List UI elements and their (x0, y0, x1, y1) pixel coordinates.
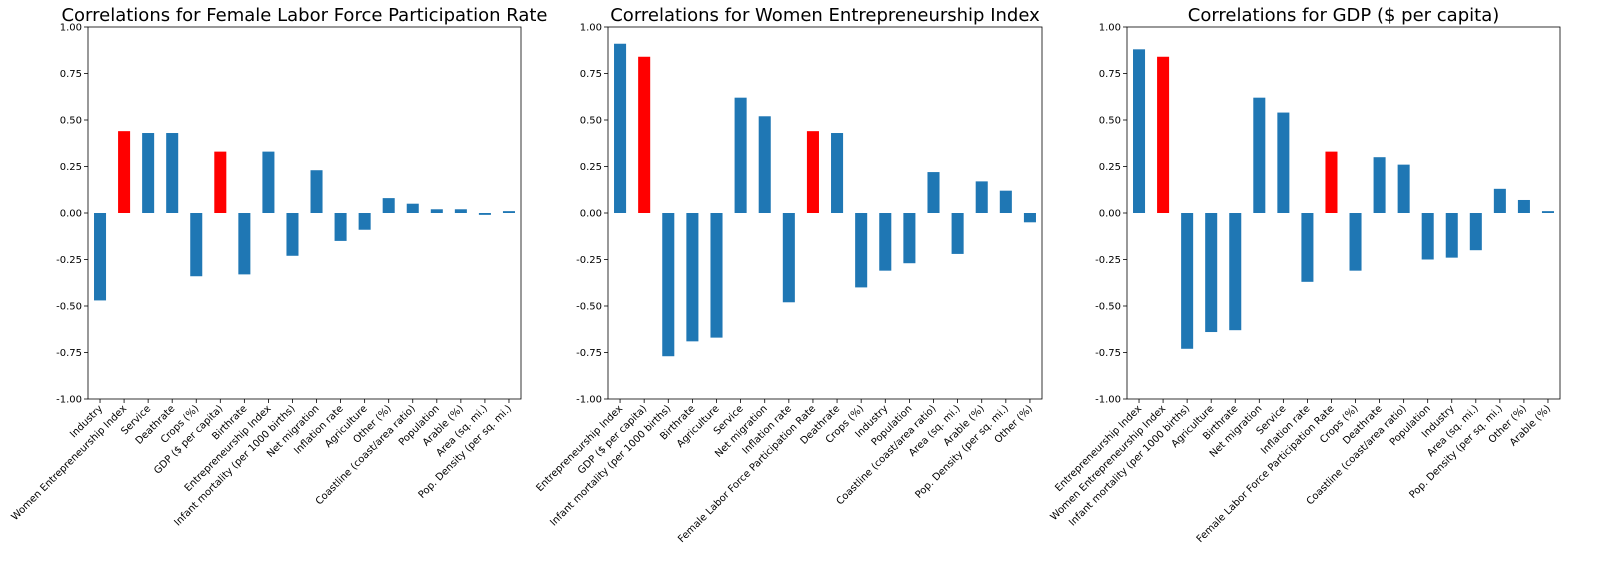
bar (238, 213, 251, 275)
y-tick-label: 0.75 (1099, 69, 1121, 80)
bar (879, 213, 892, 271)
bar (1253, 97, 1266, 213)
chart-women-entrepreneurship: Correlations for Women Entrepreneurship … (534, 5, 1043, 545)
bar (686, 213, 699, 342)
y-tick-label: 0.25 (1099, 162, 1121, 173)
bar (190, 213, 203, 277)
bar (1301, 213, 1314, 282)
bar (855, 213, 868, 288)
bar (614, 43, 627, 213)
bar (903, 213, 916, 264)
bar (1277, 112, 1290, 213)
bar (1023, 213, 1036, 223)
bar (1229, 213, 1242, 331)
bar (310, 170, 323, 213)
chart-title: Correlations for Women Entrepreneurship … (610, 5, 1040, 26)
bar (430, 209, 443, 213)
bar (1349, 213, 1362, 271)
bar (758, 116, 771, 213)
y-tick-label: -0.50 (576, 302, 602, 313)
bar (1397, 164, 1410, 213)
bar (214, 151, 227, 213)
y-tick-label: -0.75 (1095, 348, 1121, 359)
bar (166, 133, 179, 213)
y-tick-label: 0.50 (580, 116, 602, 127)
y-tick-label: -0.75 (576, 348, 602, 359)
y-tick-label: -1.00 (56, 395, 82, 406)
bar (382, 198, 395, 213)
bar (286, 213, 299, 256)
y-tick-label: 0.00 (580, 209, 602, 220)
bar (1469, 213, 1482, 251)
y-tick-label: 1.00 (1099, 23, 1121, 34)
bar (1157, 56, 1170, 214)
bar (1133, 49, 1146, 213)
bar (118, 131, 131, 213)
bar (1517, 199, 1530, 213)
bar (662, 213, 675, 357)
y-tick-label: 0.50 (1099, 116, 1121, 127)
bar (334, 213, 347, 241)
bar (806, 131, 819, 213)
y-tick-label: -0.25 (576, 255, 602, 266)
y-tick-label: -0.75 (56, 348, 82, 359)
y-tick-label: 0.75 (580, 69, 602, 80)
y-tick-label: -0.25 (1095, 255, 1121, 266)
y-tick-label: -0.25 (56, 255, 82, 266)
x-tick-label: Women Entrepreneurship Index (10, 403, 130, 523)
bar (710, 213, 723, 338)
chart-title: Correlations for GDP ($ per capita) (1188, 5, 1500, 26)
bar (502, 211, 515, 213)
bar (262, 151, 275, 213)
bar (358, 213, 371, 230)
bar (734, 97, 747, 213)
y-tick-label: -0.50 (1095, 302, 1121, 313)
x-tick-label: Women Entrepreneurship Index (1049, 403, 1169, 523)
bar (975, 181, 988, 213)
y-tick-label: 0.50 (60, 116, 82, 127)
bar (831, 133, 844, 213)
bar (1325, 151, 1338, 213)
bar (1493, 188, 1506, 213)
chart-female-labor-force: Correlations for Female Labor Force Part… (10, 5, 548, 528)
y-tick-label: 0.75 (60, 69, 82, 80)
chart-gdp-per-capita: Correlations for GDP ($ per capita) -1.00… (1049, 5, 1561, 545)
bar (1445, 213, 1458, 258)
bar (1421, 213, 1434, 260)
bar (638, 56, 651, 214)
bar (1541, 211, 1554, 213)
bar (999, 190, 1012, 213)
bar (782, 213, 795, 303)
y-tick-label: 0.25 (60, 162, 82, 173)
y-tick-label: 0.25 (580, 162, 602, 173)
bar (951, 213, 964, 254)
bar (1373, 157, 1386, 213)
chart-title: Correlations for Female Labor Force Part… (61, 5, 547, 26)
bar (454, 209, 467, 213)
bar (1181, 213, 1194, 349)
bar (1205, 213, 1218, 333)
y-tick-label: -1.00 (1095, 395, 1121, 406)
y-tick-label: 0.00 (1099, 209, 1121, 220)
bar (142, 133, 155, 213)
bar (478, 213, 491, 215)
bar (406, 203, 419, 213)
y-tick-label: 0.00 (60, 209, 82, 220)
bar (927, 172, 940, 213)
y-tick-label: -0.50 (56, 302, 82, 313)
y-tick-label: -1.00 (576, 395, 602, 406)
bar (94, 213, 107, 301)
y-tick-label: 1.00 (580, 23, 602, 34)
y-tick-label: 1.00 (60, 23, 82, 34)
